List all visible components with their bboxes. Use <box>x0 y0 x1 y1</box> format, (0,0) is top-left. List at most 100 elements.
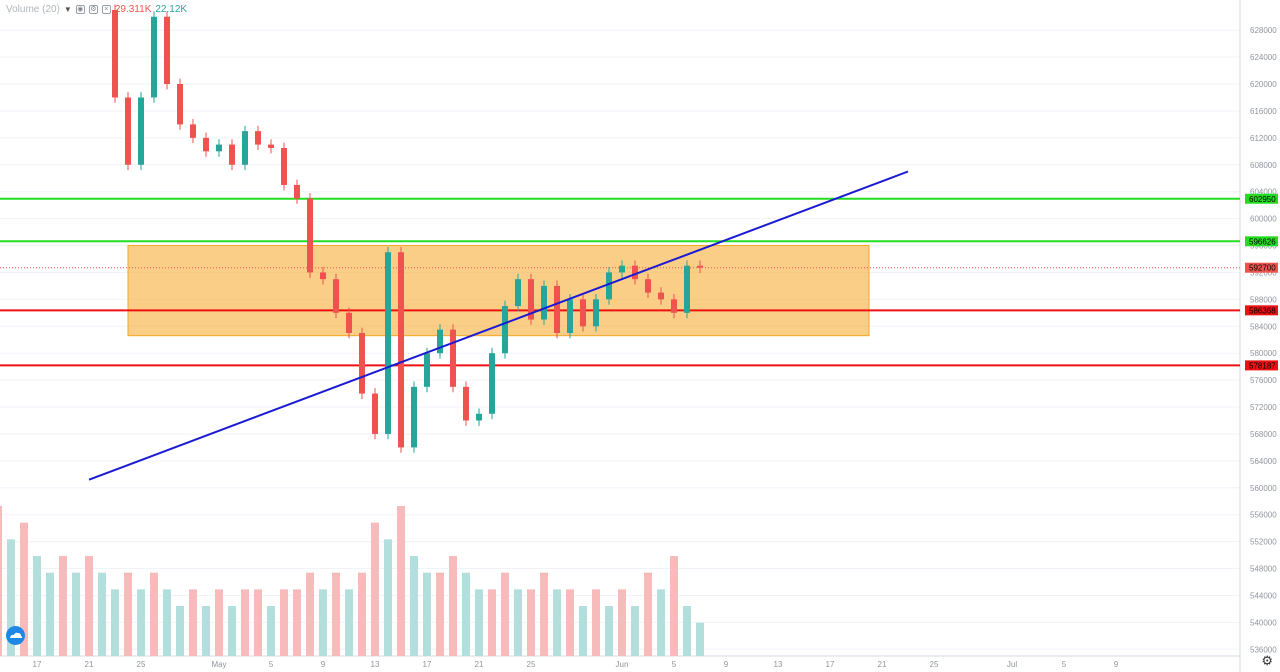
volume-bar <box>631 606 639 656</box>
candle-body <box>229 144 235 165</box>
price-tick-label: 576000 <box>1250 376 1277 385</box>
candle-body <box>151 16 157 98</box>
volume-bar <box>319 589 327 656</box>
volume-bar <box>566 589 574 656</box>
price-tick-label: 628000 <box>1250 26 1277 35</box>
candle-body <box>684 265 690 313</box>
price-tick-label: 608000 <box>1250 161 1277 170</box>
candle-body <box>411 386 417 448</box>
price-tag-label: 586368 <box>1249 306 1276 315</box>
volume-bar <box>59 556 67 656</box>
volume-bar <box>397 506 405 656</box>
candle-body <box>606 272 612 300</box>
volume-bar <box>98 572 106 656</box>
volume-bar <box>85 556 93 656</box>
volume-bar <box>670 556 678 656</box>
price-tick-label: 540000 <box>1250 618 1277 627</box>
price-tag-bg <box>1245 236 1278 247</box>
candle-body <box>307 198 313 273</box>
price-tick-label: 600000 <box>1250 215 1277 224</box>
price-tag-bg <box>1245 305 1278 316</box>
volume-bar <box>7 539 15 656</box>
volume-bar <box>72 572 80 656</box>
volume-bar <box>111 589 119 656</box>
candle-body <box>554 285 560 333</box>
volume-bar <box>280 589 288 656</box>
price-tag-bg <box>1245 193 1278 204</box>
price-tick-label: 612000 <box>1250 134 1277 143</box>
volume-bar <box>358 572 366 656</box>
volume-bar <box>137 589 145 656</box>
candle-body <box>372 393 378 434</box>
candle-body <box>398 252 404 448</box>
price-tick-label: 588000 <box>1250 295 1277 304</box>
time-tick-label: 21 <box>878 660 887 669</box>
candle-body <box>658 292 664 300</box>
chevron-down-icon[interactable]: ▼ <box>63 4 72 14</box>
time-tick-label: 5 <box>269 660 274 669</box>
volume-bar <box>124 572 132 656</box>
price-tag-label: 602950 <box>1249 195 1276 204</box>
candle-body <box>632 265 638 280</box>
candle-body <box>242 131 248 165</box>
volume-bar <box>345 589 353 656</box>
eye-icon[interactable]: ◉ <box>75 4 85 14</box>
volume-bar <box>384 539 392 656</box>
candle-body <box>593 299 599 327</box>
volume-indicator-label[interactable]: Volume (20) <box>6 3 60 15</box>
candle-body <box>528 279 534 320</box>
time-tick-label: 17 <box>423 660 432 669</box>
volume-bar <box>657 589 665 656</box>
tradingview-logo-icon[interactable] <box>6 626 25 645</box>
candle-body <box>424 353 430 387</box>
volume-bar <box>618 589 626 656</box>
price-tick-label: 564000 <box>1250 457 1277 466</box>
volume-bar <box>605 606 613 656</box>
volume-bar <box>20 522 28 656</box>
time-tick-label: 25 <box>930 660 939 669</box>
price-tag-label: 592700 <box>1249 264 1276 273</box>
candle-body <box>333 279 339 313</box>
candle-body <box>671 299 677 313</box>
time-tick-label: 13 <box>774 660 783 669</box>
time-tick-label: Jul <box>1007 660 1017 669</box>
volume-bar <box>592 589 600 656</box>
candle-body <box>203 137 209 152</box>
candle-body <box>450 329 456 387</box>
time-tick-label: May <box>211 660 226 669</box>
price-tag-label: 578187 <box>1249 361 1276 370</box>
price-tag-bg <box>1245 360 1278 371</box>
time-tick-label: 21 <box>475 660 484 669</box>
candle-body <box>476 413 482 421</box>
time-tick-label: 5 <box>1062 660 1067 669</box>
volume-bar <box>293 589 301 656</box>
chart-settings-gear-icon[interactable]: ⚙ <box>1261 653 1273 668</box>
candle-body <box>541 285 547 320</box>
time-tick-label: 9 <box>321 660 326 669</box>
price-tick-label: 536000 <box>1250 645 1277 654</box>
volume-bar <box>33 556 41 656</box>
volume-bar <box>0 506 2 656</box>
gear-icon[interactable]: ⚙ <box>88 4 98 14</box>
volume-bar <box>332 572 340 656</box>
candle-body <box>437 329 443 354</box>
time-tick-label: 21 <box>85 660 94 669</box>
volume-bar <box>540 572 548 656</box>
volume-bar <box>501 572 509 656</box>
volume-bar <box>579 606 587 656</box>
time-tick-label: 13 <box>371 660 380 669</box>
volume-value-green: 22.12K <box>155 3 188 15</box>
time-tick-label: 25 <box>527 660 536 669</box>
time-tick-label: 9 <box>1114 660 1119 669</box>
volume-bar <box>449 556 457 656</box>
volume-bar <box>150 572 158 656</box>
candle-body <box>190 124 196 138</box>
candle-body <box>320 272 326 280</box>
range-box <box>127 245 870 337</box>
candle-body <box>268 144 274 148</box>
close-icon[interactable]: × <box>101 4 111 14</box>
candle-body <box>515 279 521 307</box>
volume-bar <box>514 589 522 656</box>
price-tick-label: 584000 <box>1250 322 1277 331</box>
